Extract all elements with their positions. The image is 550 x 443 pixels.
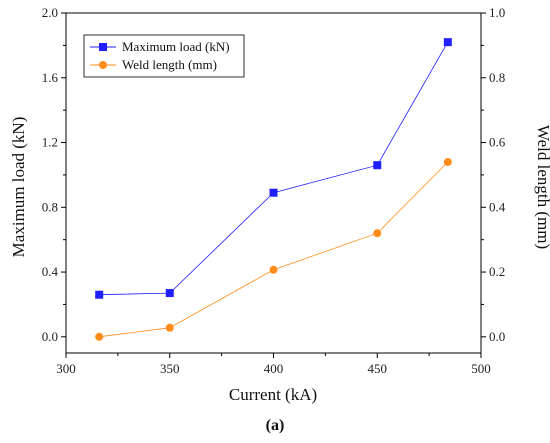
series-line-0 — [99, 41, 449, 296]
data-point — [95, 290, 104, 299]
series-layer — [95, 38, 452, 341]
legend-box — [83, 34, 245, 78]
data-point — [165, 323, 174, 332]
data-point — [165, 289, 174, 298]
y-right-tick-label: 0.4 — [489, 199, 506, 214]
series-line-1 — [99, 161, 449, 338]
data-point — [373, 229, 382, 238]
data-point — [443, 157, 452, 166]
y-right-tick-label: 0.6 — [489, 135, 506, 150]
data-point — [95, 332, 104, 341]
data-point — [269, 188, 278, 197]
x-tick-label: 350 — [160, 361, 180, 376]
x-tick-label: 450 — [368, 361, 388, 376]
y-left-tick-label: 1.2 — [42, 135, 58, 150]
y-left-tick-label: 2.0 — [42, 5, 58, 20]
data-point — [443, 38, 452, 47]
x-tick-label: 400 — [264, 361, 284, 376]
legend-marker — [99, 43, 107, 51]
legend-label: Weld length (mm) — [122, 57, 217, 72]
axes: 300 350 400 450 500 0.0 0.4 0.8 1.2 1.6 2.0 0.0 0.2 0… — [42, 5, 506, 376]
x-tick-label: 500 — [471, 361, 491, 376]
y-left-tick-label: 0.0 — [42, 329, 58, 344]
x-axis-title: Current (kA) — [229, 385, 317, 404]
legend: Maximum load (kN) Weld length (mm) — [83, 34, 245, 78]
figure-caption: (a) — [266, 417, 285, 434]
y-left-tick-label: 0.8 — [42, 199, 58, 214]
y-axis-right-title: Weld length (mm) — [534, 125, 550, 249]
y-right-tick-label: 1.0 — [489, 5, 505, 20]
y-left-tick-label: 0.4 — [42, 264, 59, 279]
legend-marker — [99, 61, 107, 69]
y-left-tick-label: 1.6 — [42, 70, 59, 85]
y-axis-left-title: Maximum load (kN) — [9, 117, 28, 258]
y-right-tick-label: 0.0 — [489, 329, 505, 344]
y-right-tick-label: 0.2 — [489, 264, 505, 279]
x-tick-label: 300 — [56, 361, 76, 376]
y-right-tick-label: 0.8 — [489, 70, 505, 85]
legend-label: Maximum load (kN) — [122, 39, 230, 54]
data-point — [373, 161, 382, 170]
data-point — [269, 265, 278, 274]
